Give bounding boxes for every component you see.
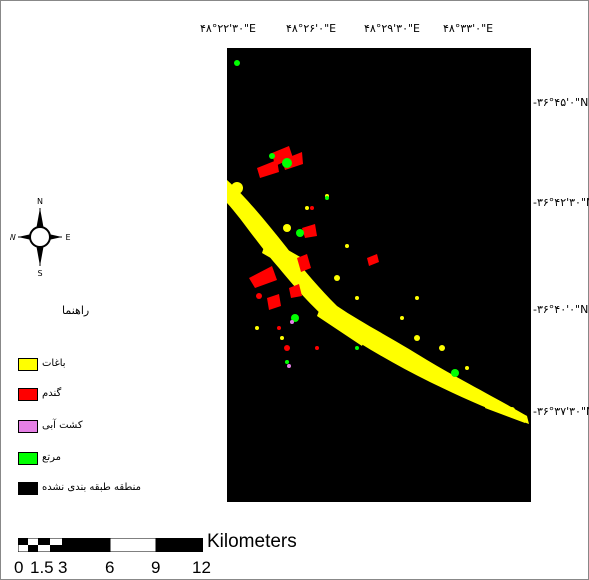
legend-label: باغات [42,358,66,369]
scale-tick: 3 [58,558,68,577]
orchard-patch [317,303,367,346]
longitude-label-1: ۴۸°۲۲'۳۰"E [200,22,256,35]
compass-w: W [10,233,16,242]
wheat-field [272,146,293,166]
wheat-field [302,224,317,238]
legend-label: منطقه طبقه بندی نشده [42,482,141,493]
wheat-field [267,294,281,310]
legend-label: مرتع [42,452,61,463]
wheat-field [367,254,379,266]
latitude-label-3: -۳۶°۴۰'۰"N [533,303,589,316]
compass-n: N [37,197,43,206]
scale-tick: 1.5 [30,558,54,577]
wheat-field [297,254,311,272]
legend-swatch [18,420,38,433]
scale-tick: 9 [151,558,161,577]
scale-tick: 0 [14,558,24,577]
latitude-label-2: -۳۶°۴۲'۳۰"N [533,196,589,209]
legend-swatch [18,358,38,371]
wheat-field [249,266,277,288]
scale-tick: 6 [105,558,115,577]
legend-label: کشت آبی [42,420,83,431]
north-arrow-icon: N S W E [8,196,74,280]
latitude-label-1: -۳۶°۴۵'۰"N [533,96,589,109]
wheat-field [289,284,302,298]
longitude-label-3: ۴۸°۲۹'۳۰"E [364,22,420,35]
orchard-patch [444,378,492,408]
legend-label: گندم [42,388,62,399]
longitude-label-4: ۴۸°۳۳'۰"E [443,22,494,35]
compass-e: E [65,233,70,242]
legend-swatch [18,482,38,495]
longitude-label-2: ۴۸°۲۶'۰"E [286,22,337,35]
legend-swatch [18,388,38,401]
wheat-field [257,160,279,178]
scale-tick: 12 [192,558,211,577]
compass-s: S [37,269,42,278]
orchard-patch [372,340,412,366]
orchard-patch [485,400,527,423]
orchard-patch [262,238,302,273]
legend-swatch [18,452,38,465]
scale-unit: Kilometers [207,531,297,552]
legend-title: راهنما [62,304,90,317]
classified-map [227,48,531,502]
scale-bar [17,537,204,553]
latitude-label-4: -۳۶°۳۷'۳۰"N [533,405,589,418]
land-use-raster [227,60,529,424]
